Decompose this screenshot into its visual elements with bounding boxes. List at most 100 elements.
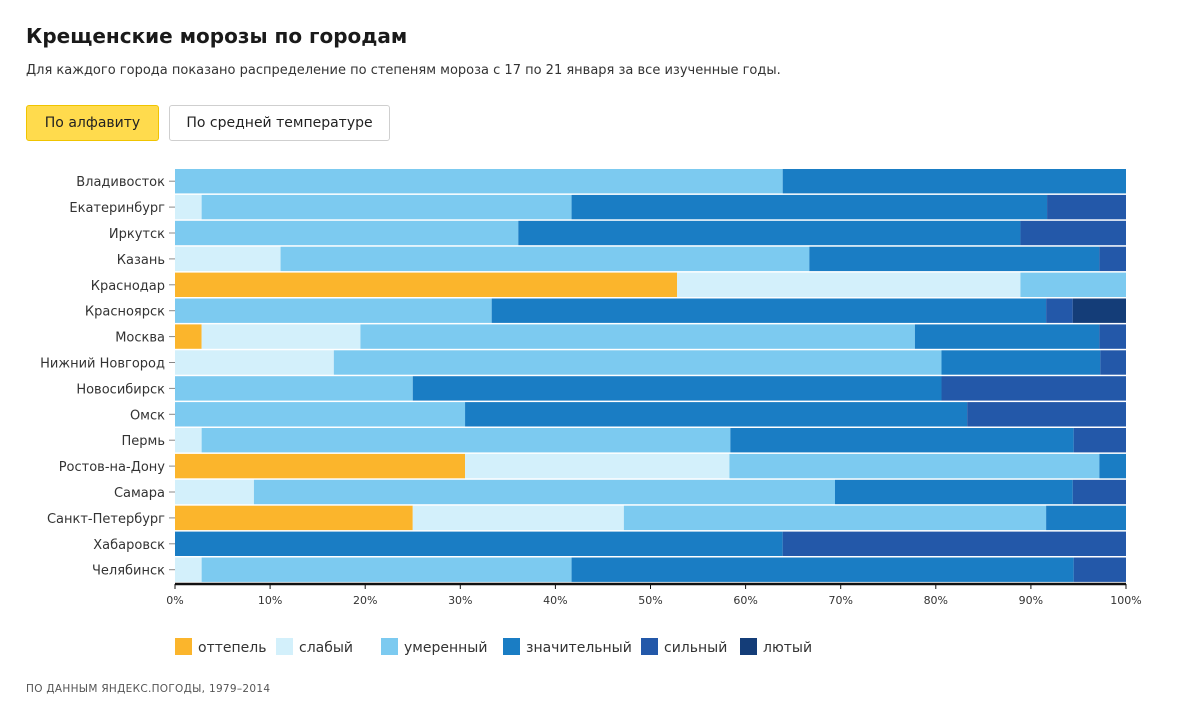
bar-segment: [571, 194, 1048, 220]
bar-segment: [175, 402, 466, 427]
x-tick-label: 30%: [448, 594, 472, 607]
x-tick-label: 10%: [258, 594, 282, 607]
bar-segment: [677, 272, 1021, 297]
bar-segment: [175, 376, 413, 401]
bar-segment: [201, 194, 572, 220]
bar-segment: [491, 298, 1047, 323]
legend-label: умеренный: [404, 640, 487, 656]
bar-segment: [175, 505, 413, 531]
category-label: Нижний Новгород: [40, 357, 165, 372]
bar-segment: [914, 324, 1100, 349]
category-label: Краснодар: [91, 279, 165, 294]
bar-segment: [175, 324, 202, 349]
bar-segment: [175, 479, 254, 505]
category-label: Пермь: [122, 434, 166, 449]
bar-segment: [333, 350, 942, 375]
bar-segment: [201, 428, 731, 453]
legend-swatch: [641, 638, 658, 655]
bar-segment: [782, 169, 1126, 194]
bar-segment: [730, 428, 1074, 453]
x-tick-label: 100%: [1110, 594, 1141, 607]
bar-segment: [1046, 298, 1073, 323]
bar-segment: [175, 298, 492, 323]
category-label: Екатеринбург: [69, 201, 165, 216]
bar-segment: [1020, 272, 1126, 297]
legend-swatch: [276, 638, 293, 655]
category-label: Самара: [114, 486, 165, 501]
sort-by-temperature-button[interactable]: По средней температуре: [169, 105, 390, 141]
legend-label: слабый: [299, 640, 353, 656]
category-label: Владивосток: [76, 175, 165, 190]
bar-segment: [729, 453, 1100, 479]
bar-segment: [175, 428, 202, 453]
bar-segment: [175, 350, 334, 375]
bar-segment: [175, 194, 202, 220]
bar-segment: [1073, 557, 1126, 582]
legend-label: оттепель: [198, 640, 266, 656]
x-tick-label: 70%: [828, 594, 852, 607]
x-tick-label: 20%: [353, 594, 377, 607]
bar-segment: [280, 246, 810, 272]
legend-swatch: [740, 638, 757, 655]
category-label: Хабаровск: [93, 538, 165, 553]
stacked-bar-chart: Владивосток Екатеринбург Иркутск Казань Крас…: [40, 169, 1142, 656]
bar-segment: [1046, 505, 1126, 531]
bar-segment: [1099, 246, 1126, 272]
category-label: Омск: [130, 408, 165, 423]
legend-label: значительный: [526, 640, 632, 656]
bar-segment: [175, 169, 783, 194]
legend-swatch: [381, 638, 398, 655]
bar-segment: [1100, 350, 1126, 375]
x-tick-label: 40%: [543, 594, 567, 607]
bar-segment: [175, 272, 678, 297]
legend-swatch: [175, 638, 192, 655]
legend-swatch: [503, 638, 520, 655]
bar-segment: [941, 350, 1101, 375]
x-tick-label: 80%: [924, 594, 948, 607]
category-label: Санкт-Петербург: [47, 512, 165, 527]
bar-segment: [360, 324, 915, 349]
legend-label: сильный: [664, 640, 727, 656]
bar-segment: [809, 246, 1100, 272]
bar-segment: [1099, 324, 1126, 349]
x-tick-label: 60%: [733, 594, 757, 607]
bar-segment: [465, 453, 730, 479]
bar-segment: [1047, 194, 1126, 220]
sort-alphabetical-button[interactable]: По алфавиту: [26, 105, 159, 141]
bar-segment: [175, 220, 519, 246]
bar-segment: [465, 402, 968, 427]
bar-segment: [1099, 453, 1126, 479]
category-label: Ростов-на-Дону: [59, 460, 166, 475]
bar-segment: [175, 557, 202, 582]
bar-segment: [1072, 479, 1126, 505]
bar-segment: [175, 453, 466, 479]
category-label: Казань: [117, 253, 165, 268]
x-tick-label: 50%: [638, 594, 662, 607]
chart-subtitle: Для каждого города показано распределени…: [26, 63, 781, 78]
x-tick-label: 90%: [1019, 594, 1043, 607]
bar-segment: [175, 531, 783, 556]
category-label: Иркутск: [109, 227, 165, 242]
bar-segment: [518, 220, 1021, 246]
bar-segment: [782, 531, 1126, 556]
bar-segment: [834, 479, 1073, 505]
bar-segment: [253, 479, 835, 505]
bar-segment: [571, 557, 1074, 582]
bar-segment: [941, 376, 1126, 401]
bar-segment: [623, 505, 1047, 531]
category-label: Красноярск: [85, 305, 165, 320]
source-note: ПО ДАННЫМ ЯНДЕКС.ПОГОДЫ, 1979–2014: [26, 683, 271, 695]
x-tick-label: 0%: [166, 594, 183, 607]
bar-segment: [201, 324, 361, 349]
bar-segment: [1073, 428, 1126, 453]
bar-segment: [967, 402, 1126, 427]
category-label: Челябинск: [92, 564, 165, 579]
bar-segment: [1020, 220, 1126, 246]
legend-label: лютый: [763, 640, 812, 656]
category-label: Новосибирск: [76, 382, 165, 397]
bar-segment: [175, 246, 281, 272]
chart-title: Крещенские морозы по городам: [26, 24, 408, 48]
bar-segment: [412, 505, 624, 531]
bar-segment: [412, 376, 942, 401]
category-label: Москва: [115, 331, 165, 346]
